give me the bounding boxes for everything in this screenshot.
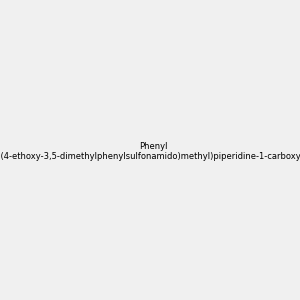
Text: Phenyl 4-((4-ethoxy-3,5-dimethylphenylsulfonamido)methyl)piperidine-1-carboxylat: Phenyl 4-((4-ethoxy-3,5-dimethylphenylsu… <box>0 142 300 161</box>
